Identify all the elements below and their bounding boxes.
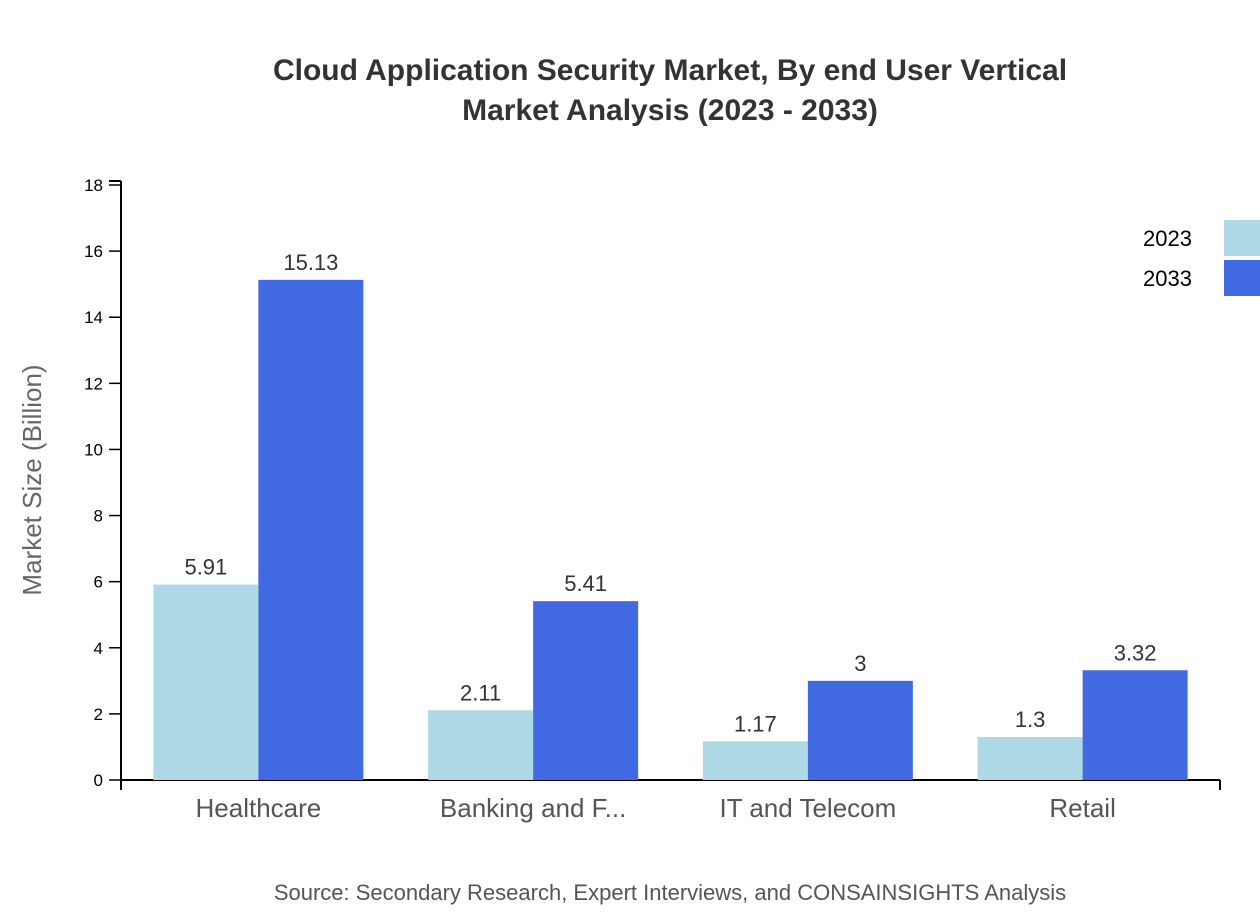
y-tick-label: 8 [94,507,103,526]
y-tick-label: 0 [94,771,103,790]
bar-2023 [153,584,259,780]
y-tick-label: 10 [84,440,103,459]
y-tick-label: 4 [94,639,103,658]
legend-swatch-2023 [1224,220,1260,256]
y-tick-label: 14 [84,308,103,327]
source-note: Source: Secondary Research, Expert Inter… [274,880,1066,905]
legend-label: 2033 [1143,266,1192,291]
bar-2033 [807,680,913,780]
y-tick-label: 6 [94,573,103,592]
bar-2023 [428,710,534,780]
x-tick-label: Retail [1049,793,1115,823]
x-tick-label: IT and Telecom [719,793,896,823]
chart-subtitle: Market Analysis (2023 - 2033) [462,94,878,127]
bar-2033 [258,279,364,780]
data-label: 3 [854,651,866,676]
data-label: 1.3 [1015,707,1046,732]
data-label: 2.11 [460,680,501,705]
y-tick-label: 2 [94,705,103,724]
bar-2023 [977,737,1083,780]
y-axis-label: Market Size (Billion) [17,364,47,595]
bar-2023 [702,741,808,780]
bar-2033 [533,601,639,780]
data-label: 1.17 [734,711,777,736]
y-tick-label: 16 [84,242,103,261]
chart-title: Cloud Application Security Market, By en… [273,54,1067,87]
data-label: 15.13 [283,250,338,275]
x-tick-label: Banking and F... [440,793,626,823]
bar-2033 [1082,670,1188,780]
data-label: 5.91 [184,555,227,580]
y-tick-label: 12 [84,374,103,393]
data-label: 3.32 [1114,640,1157,665]
data-label: 5.41 [564,571,607,596]
y-tick-label: 18 [84,176,103,195]
legend-swatch-2033 [1224,260,1260,296]
legend-label: 2023 [1143,226,1192,251]
x-tick-label: Healthcare [196,793,322,823]
